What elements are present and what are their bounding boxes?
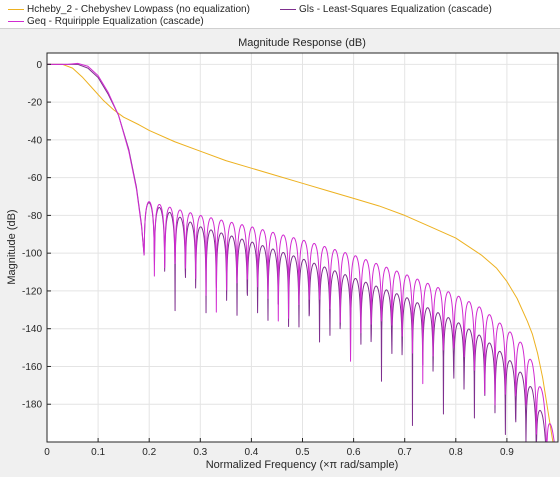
y-tick-label: -100 bbox=[22, 249, 42, 260]
y-tick-label: -40 bbox=[28, 135, 43, 146]
x-tick-label: 0.7 bbox=[398, 447, 412, 458]
x-axis-label: Normalized Frequency (×π rad/sample) bbox=[206, 459, 399, 471]
legend-item-gls[interactable]: Gls - Least-Squares Equalization (cascad… bbox=[280, 3, 492, 15]
legend: Hcheby_2 - Chebyshev Lowpass (no equaliz… bbox=[0, 0, 560, 29]
x-tick-label: 0.3 bbox=[193, 447, 207, 458]
x-tick-label: 0 bbox=[44, 447, 50, 458]
x-tick-label: 0.2 bbox=[142, 447, 156, 458]
x-tick-label: 0.5 bbox=[296, 447, 310, 458]
series-line-1[interactable] bbox=[47, 63, 551, 443]
series-line-2[interactable] bbox=[47, 62, 556, 443]
y-axis-label: Magnitude (dB) bbox=[6, 209, 18, 284]
series-group bbox=[47, 62, 556, 443]
legend-line-icon bbox=[8, 8, 24, 10]
series-line-0[interactable] bbox=[47, 63, 556, 443]
y-tick-label: -120 bbox=[22, 286, 42, 297]
y-tick-label: -80 bbox=[28, 211, 43, 222]
ticks: 0 0.1 0.2 0.3 0.4 0.5 0.6 0.7 0.8 0.9 0 -20 -40 -60 -8… bbox=[22, 60, 514, 458]
legend-item-geq[interactable]: Geq - Rquiripple Equalization (cascade) bbox=[8, 15, 204, 27]
legend-item-hcheby[interactable]: Hcheby_2 - Chebyshev Lowpass (no equaliz… bbox=[8, 3, 250, 15]
legend-line-icon bbox=[280, 8, 296, 10]
legend-label: Gls - Least-Squares Equalization (cascad… bbox=[299, 3, 492, 15]
legend-line-icon bbox=[8, 20, 24, 22]
y-tick-label: -180 bbox=[22, 400, 42, 411]
chart-title: Magnitude Response (dB) bbox=[238, 37, 366, 49]
x-tick-label: 0.9 bbox=[500, 447, 514, 458]
y-tick-label: -160 bbox=[22, 362, 42, 373]
y-tick-label: 0 bbox=[36, 60, 42, 71]
x-tick-label: 0.1 bbox=[91, 447, 105, 458]
y-tick-label: -140 bbox=[22, 324, 42, 335]
x-tick-label: 0.4 bbox=[244, 447, 258, 458]
x-tick-label: 0.6 bbox=[347, 447, 361, 458]
y-tick-label: -60 bbox=[28, 173, 43, 184]
grid bbox=[46, 53, 558, 442]
y-tick-label: -20 bbox=[28, 98, 43, 109]
x-tick-label: 0.8 bbox=[449, 447, 463, 458]
legend-label: Geq - Rquiripple Equalization (cascade) bbox=[27, 15, 204, 27]
legend-label: Hcheby_2 - Chebyshev Lowpass (no equaliz… bbox=[27, 3, 250, 15]
